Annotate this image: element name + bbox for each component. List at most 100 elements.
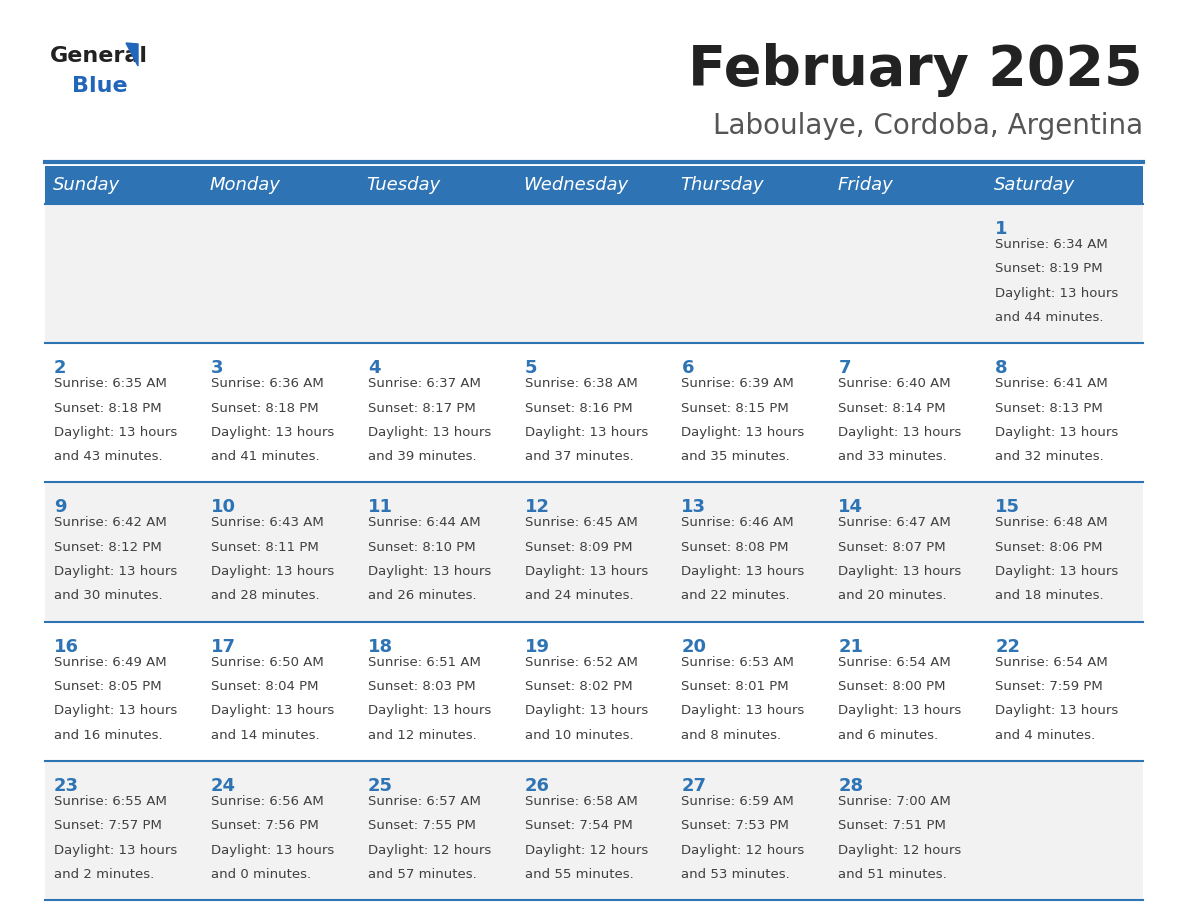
Text: Sunset: 8:18 PM: Sunset: 8:18 PM (53, 401, 162, 415)
Text: Sunrise: 6:37 AM: Sunrise: 6:37 AM (368, 377, 481, 390)
Text: Blue: Blue (72, 76, 127, 96)
Text: Daylight: 13 hours: Daylight: 13 hours (210, 704, 334, 717)
Text: Sunset: 8:02 PM: Sunset: 8:02 PM (525, 680, 632, 693)
Text: Sunrise: 6:54 AM: Sunrise: 6:54 AM (839, 655, 952, 668)
Text: 5: 5 (525, 359, 537, 377)
Text: Daylight: 13 hours: Daylight: 13 hours (525, 704, 647, 717)
Text: 26: 26 (525, 777, 550, 795)
Text: Sunrise: 6:35 AM: Sunrise: 6:35 AM (53, 377, 166, 390)
Text: 21: 21 (839, 638, 864, 655)
Text: and 32 minutes.: and 32 minutes. (996, 451, 1104, 464)
Text: Friday: Friday (838, 176, 893, 194)
Text: 7: 7 (839, 359, 851, 377)
Text: 9: 9 (53, 498, 67, 517)
Text: 2: 2 (53, 359, 67, 377)
Text: Sunrise: 6:39 AM: Sunrise: 6:39 AM (682, 377, 795, 390)
Text: Sunset: 7:56 PM: Sunset: 7:56 PM (210, 819, 318, 832)
Text: February 2025: February 2025 (688, 43, 1143, 97)
Text: Daylight: 13 hours: Daylight: 13 hours (839, 704, 961, 717)
Text: Sunrise: 6:34 AM: Sunrise: 6:34 AM (996, 238, 1108, 251)
Text: and 41 minutes.: and 41 minutes. (210, 451, 320, 464)
Text: Daylight: 13 hours: Daylight: 13 hours (996, 565, 1118, 578)
Text: Sunrise: 6:58 AM: Sunrise: 6:58 AM (525, 795, 637, 808)
Text: Sunrise: 6:47 AM: Sunrise: 6:47 AM (839, 517, 952, 530)
Text: Sunrise: 6:43 AM: Sunrise: 6:43 AM (210, 517, 323, 530)
Text: and 43 minutes.: and 43 minutes. (53, 451, 163, 464)
Text: Daylight: 13 hours: Daylight: 13 hours (682, 426, 804, 439)
Text: Sunrise: 6:52 AM: Sunrise: 6:52 AM (525, 655, 638, 668)
Text: Daylight: 13 hours: Daylight: 13 hours (996, 286, 1118, 299)
Text: Daylight: 13 hours: Daylight: 13 hours (839, 426, 961, 439)
Text: Sunset: 8:19 PM: Sunset: 8:19 PM (996, 263, 1102, 275)
Text: Sunset: 7:59 PM: Sunset: 7:59 PM (996, 680, 1102, 693)
Text: Sunrise: 6:53 AM: Sunrise: 6:53 AM (682, 655, 795, 668)
Text: 12: 12 (525, 498, 550, 517)
Text: Sunset: 8:17 PM: Sunset: 8:17 PM (368, 401, 475, 415)
Text: and 55 minutes.: and 55 minutes. (525, 868, 633, 881)
Text: and 44 minutes.: and 44 minutes. (996, 311, 1104, 324)
Text: and 30 minutes.: and 30 minutes. (53, 589, 163, 602)
Text: 20: 20 (682, 638, 707, 655)
Text: Daylight: 13 hours: Daylight: 13 hours (53, 426, 177, 439)
Text: Daylight: 12 hours: Daylight: 12 hours (682, 844, 804, 856)
Text: 3: 3 (210, 359, 223, 377)
Text: Daylight: 13 hours: Daylight: 13 hours (525, 565, 647, 578)
Text: Laboulaye, Cordoba, Argentina: Laboulaye, Cordoba, Argentina (713, 112, 1143, 140)
Text: Sunrise: 6:50 AM: Sunrise: 6:50 AM (210, 655, 323, 668)
Text: Sunset: 8:09 PM: Sunset: 8:09 PM (525, 541, 632, 554)
Text: 22: 22 (996, 638, 1020, 655)
Text: Sunset: 7:53 PM: Sunset: 7:53 PM (682, 819, 789, 832)
Text: Sunrise: 7:00 AM: Sunrise: 7:00 AM (839, 795, 952, 808)
Text: Sunrise: 6:38 AM: Sunrise: 6:38 AM (525, 377, 637, 390)
Text: and 33 minutes.: and 33 minutes. (839, 451, 947, 464)
Text: 6: 6 (682, 359, 694, 377)
Text: Sunset: 7:51 PM: Sunset: 7:51 PM (839, 819, 946, 832)
Text: Sunrise: 6:45 AM: Sunrise: 6:45 AM (525, 517, 637, 530)
Text: and 51 minutes.: and 51 minutes. (839, 868, 947, 881)
Text: and 4 minutes.: and 4 minutes. (996, 729, 1095, 742)
Text: Daylight: 12 hours: Daylight: 12 hours (368, 844, 491, 856)
Text: and 18 minutes.: and 18 minutes. (996, 589, 1104, 602)
Text: Daylight: 13 hours: Daylight: 13 hours (368, 426, 491, 439)
Text: 13: 13 (682, 498, 707, 517)
Text: 18: 18 (368, 638, 393, 655)
Text: 28: 28 (839, 777, 864, 795)
Bar (45, 621, 1143, 761)
Text: Sunset: 8:04 PM: Sunset: 8:04 PM (210, 680, 318, 693)
Text: 10: 10 (210, 498, 236, 517)
Text: General: General (50, 46, 148, 66)
Text: 15: 15 (996, 498, 1020, 517)
Text: Sunset: 8:12 PM: Sunset: 8:12 PM (53, 541, 162, 554)
Text: Sunrise: 6:59 AM: Sunrise: 6:59 AM (682, 795, 795, 808)
Text: Sunrise: 6:55 AM: Sunrise: 6:55 AM (53, 795, 166, 808)
Text: and 2 minutes.: and 2 minutes. (53, 868, 154, 881)
Text: Sunrise: 6:57 AM: Sunrise: 6:57 AM (368, 795, 481, 808)
Text: 17: 17 (210, 638, 236, 655)
Text: Daylight: 13 hours: Daylight: 13 hours (53, 565, 177, 578)
Text: 14: 14 (839, 498, 864, 517)
Text: Sunrise: 6:42 AM: Sunrise: 6:42 AM (53, 517, 166, 530)
Text: and 6 minutes.: and 6 minutes. (839, 729, 939, 742)
Text: Daylight: 13 hours: Daylight: 13 hours (368, 704, 491, 717)
Text: 4: 4 (368, 359, 380, 377)
Text: Sunrise: 6:49 AM: Sunrise: 6:49 AM (53, 655, 166, 668)
Text: Daylight: 13 hours: Daylight: 13 hours (53, 844, 177, 856)
Bar (45, 204, 1143, 343)
Text: and 28 minutes.: and 28 minutes. (210, 589, 320, 602)
Text: Sunset: 8:07 PM: Sunset: 8:07 PM (839, 541, 946, 554)
Text: Monday: Monday (210, 176, 280, 194)
Text: Daylight: 13 hours: Daylight: 13 hours (210, 565, 334, 578)
Text: Daylight: 13 hours: Daylight: 13 hours (839, 565, 961, 578)
Text: Sunset: 8:14 PM: Sunset: 8:14 PM (839, 401, 946, 415)
Text: and 22 minutes.: and 22 minutes. (682, 589, 790, 602)
Text: Sunrise: 6:54 AM: Sunrise: 6:54 AM (996, 655, 1108, 668)
Text: Sunset: 8:08 PM: Sunset: 8:08 PM (682, 541, 789, 554)
Text: and 20 minutes.: and 20 minutes. (839, 589, 947, 602)
Text: Sunrise: 6:48 AM: Sunrise: 6:48 AM (996, 517, 1107, 530)
Text: Saturday: Saturday (994, 176, 1075, 194)
Text: and 24 minutes.: and 24 minutes. (525, 589, 633, 602)
Text: Sunrise: 6:46 AM: Sunrise: 6:46 AM (682, 517, 794, 530)
Text: Sunset: 8:05 PM: Sunset: 8:05 PM (53, 680, 162, 693)
Text: 8: 8 (996, 359, 1007, 377)
Text: Sunset: 8:03 PM: Sunset: 8:03 PM (368, 680, 475, 693)
